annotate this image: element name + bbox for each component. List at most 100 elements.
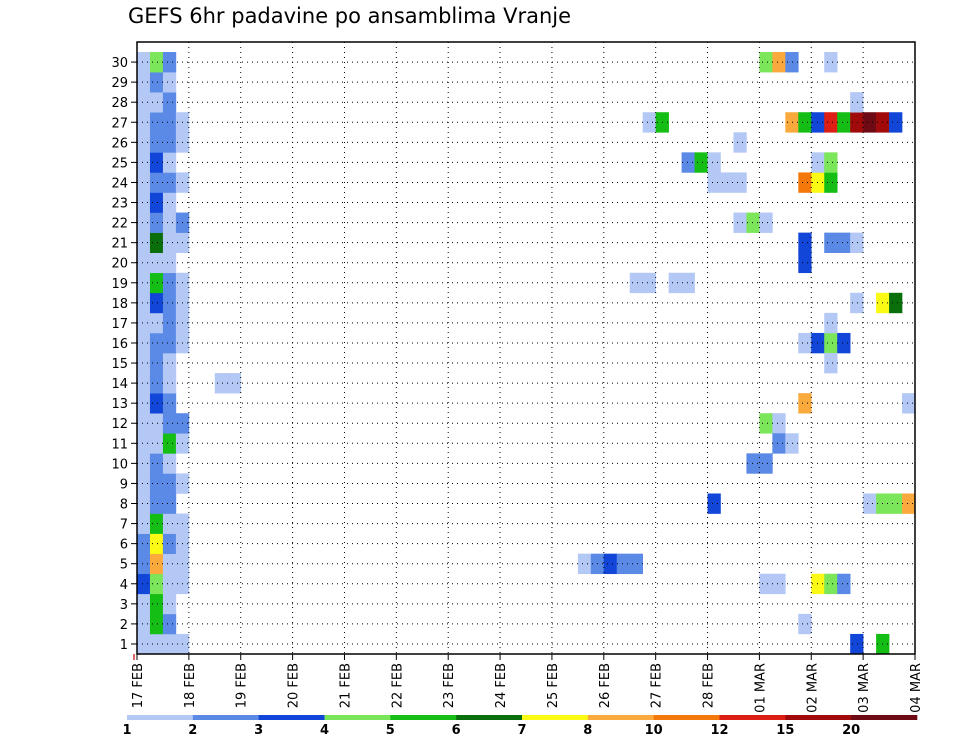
heatmap-cell xyxy=(162,473,177,494)
heatmap-cell xyxy=(850,292,864,314)
heatmap-cell xyxy=(824,232,838,253)
heatmap-cell xyxy=(137,493,151,514)
grid-lines xyxy=(137,42,915,654)
colorbar-swatch xyxy=(587,715,654,720)
colorbar-label: 12 xyxy=(710,723,728,738)
heatmap-cell xyxy=(149,332,164,354)
heatmap-cell xyxy=(162,593,177,615)
heatmap-cell xyxy=(798,232,812,253)
heatmap-cell xyxy=(149,553,164,575)
y-tick-label: 16 xyxy=(111,337,128,352)
colorbar-label: 5 xyxy=(386,723,395,738)
colorbar-swatch xyxy=(127,715,194,720)
x-tick-label: 20 FEB xyxy=(287,663,302,708)
heatmap-cell xyxy=(603,553,618,575)
x-tick-label: 28 FEB xyxy=(702,663,717,708)
heatmap-cell xyxy=(137,312,151,334)
heatmap-cell xyxy=(162,212,177,233)
colorbar-swatch xyxy=(324,715,391,720)
heatmap-cell xyxy=(149,613,164,635)
heatmap-cell xyxy=(137,413,151,434)
y-tick-label: 10 xyxy=(111,457,128,472)
heatmap-cell xyxy=(149,353,164,374)
heatmap-cell xyxy=(824,52,838,73)
colorbar-swatch xyxy=(785,715,852,720)
heatmap-cell xyxy=(616,553,631,575)
heatmap-cell xyxy=(137,393,151,414)
colorbar-label: 15 xyxy=(776,723,794,738)
colorbar-swatch xyxy=(653,715,720,720)
y-tick-label: 20 xyxy=(111,257,128,272)
heatmap-cell xyxy=(162,72,177,93)
heatmap-cell xyxy=(798,112,812,133)
colorbar-swatch xyxy=(456,715,523,720)
heatmap-cell xyxy=(162,52,177,73)
heatmap-cell xyxy=(149,132,164,153)
heatmap-cell xyxy=(149,533,164,554)
heatmap-cell xyxy=(798,172,812,193)
heatmap-cell xyxy=(889,112,903,133)
heatmap-cell xyxy=(149,453,164,474)
heatmap-cell xyxy=(798,613,812,635)
y-axis: 1234567891011121314151617181920212223242… xyxy=(111,56,137,653)
heatmap-cell xyxy=(162,92,177,113)
y-tick-label: 22 xyxy=(111,217,128,232)
heatmap-cell xyxy=(681,272,695,294)
x-tick-label: 21 FEB xyxy=(338,663,353,708)
heatmap-cell xyxy=(137,292,151,314)
heatmap-cell xyxy=(798,393,812,414)
heatmap-cell xyxy=(137,272,151,294)
heatmap-cell xyxy=(137,72,151,93)
heatmap-cell xyxy=(162,192,177,213)
colorbar-label: 3 xyxy=(254,723,263,738)
y-tick-label: 18 xyxy=(111,297,128,312)
plot-frame xyxy=(136,41,916,655)
y-tick-label: 14 xyxy=(111,377,128,392)
heatmap-cell xyxy=(137,593,151,615)
heatmap-cell xyxy=(162,112,177,133)
heatmap-cell xyxy=(149,292,164,314)
heatmap-cell xyxy=(162,272,177,294)
heatmap-cell xyxy=(785,52,799,73)
heatmap-cell xyxy=(149,413,164,434)
heatmap-cell xyxy=(863,493,877,514)
heatmap-cell xyxy=(137,132,151,153)
heatmap-cell xyxy=(149,473,164,494)
heatmap-cell xyxy=(642,272,656,294)
heatmap-cell xyxy=(149,172,164,193)
heatmap-cell xyxy=(746,212,760,233)
colorbar-swatch xyxy=(522,715,589,720)
heatmap-cell xyxy=(629,272,643,294)
chart-title: GEFS 6hr padavine po ansamblima Vranje xyxy=(128,4,572,28)
heatmap-cell xyxy=(137,613,151,635)
x-tick-label: 23 FEB xyxy=(442,663,457,708)
heatmap-cell xyxy=(162,252,177,274)
y-tick-label: 25 xyxy=(111,156,128,171)
heatmap-cell xyxy=(668,272,682,294)
heatmap-cell xyxy=(137,232,151,253)
y-tick-label: 21 xyxy=(111,237,128,252)
heatmap-cell xyxy=(137,533,151,554)
heatmap-cell xyxy=(162,533,177,554)
heatmap-cell xyxy=(137,92,151,113)
y-tick-label: 13 xyxy=(111,397,128,412)
heatmap-cell xyxy=(137,112,151,133)
y-tick-label: 29 xyxy=(111,76,128,91)
heatmap-cell xyxy=(759,413,773,434)
x-tick-label: 18 FEB xyxy=(183,663,198,708)
heatmap-cell xyxy=(137,192,151,213)
heatmap-cell xyxy=(798,332,812,354)
heatmap-cell xyxy=(837,232,851,253)
heatmap-cell xyxy=(137,252,151,274)
heatmap-cell xyxy=(162,453,177,474)
colorbar-label: 2 xyxy=(188,723,197,738)
y-tick-label: 15 xyxy=(111,357,128,372)
heatmap-cell xyxy=(162,232,177,253)
y-tick-label: 28 xyxy=(111,96,128,111)
heatmap-cell xyxy=(824,312,838,334)
y-tick-label: 27 xyxy=(111,116,128,131)
heatmap-cell xyxy=(759,453,773,474)
heatmap-cell xyxy=(785,433,799,454)
y-tick-label: 2 xyxy=(120,618,128,633)
